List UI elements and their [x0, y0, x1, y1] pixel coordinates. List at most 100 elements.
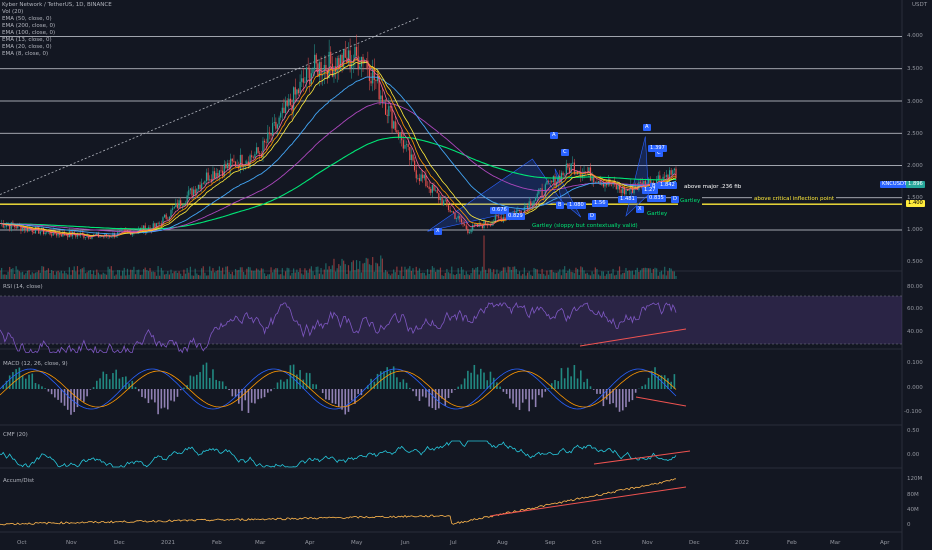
candle-body: [667, 174, 669, 182]
macd-histogram-bar: [567, 367, 569, 389]
candle-body: [213, 171, 216, 179]
candle-body: [675, 168, 677, 179]
candle-body: [672, 170, 674, 175]
candle-body: [630, 184, 632, 190]
candle-body: [267, 132, 269, 143]
volume-bar: [205, 275, 208, 279]
macd-histogram-bar: [615, 389, 618, 408]
volume-bar: [330, 269, 332, 279]
volume-bar: [147, 271, 150, 279]
volume-bar: [80, 269, 82, 279]
candle-body: [373, 68, 375, 80]
candle-body: [268, 132, 271, 135]
ad-label[interactable]: Accum/Dist: [3, 478, 35, 484]
candle-body: [312, 69, 314, 74]
candle-body: [330, 51, 332, 64]
volume-bar: [170, 269, 172, 279]
macd-histogram-bar: [557, 381, 560, 389]
volume-bar: [228, 272, 230, 279]
volume-bar: [133, 266, 135, 279]
volume-bar: [39, 272, 41, 279]
annotation-gartley-right: Gartley: [678, 197, 703, 205]
macd-histogram-bar: [166, 389, 169, 410]
volume-bar: [654, 267, 656, 279]
indicator-line-ema20[interactable]: EMA (20, close, 0): [2, 44, 52, 50]
macd-histogram-bar: [218, 381, 221, 389]
macd-histogram-bar: [292, 364, 295, 389]
indicator-line-ema13[interactable]: EMA (13, close, 0): [2, 37, 52, 43]
pattern-point-a2: A: [643, 124, 651, 131]
x-tick: Feb: [787, 540, 797, 546]
macd-histogram-bar: [434, 389, 437, 410]
macd-histogram-bar: [108, 379, 111, 389]
candle-body: [670, 170, 672, 175]
volume-bar: [517, 274, 519, 279]
candle-body: [523, 207, 525, 214]
volume-bar: [670, 268, 672, 279]
candle-body: [462, 222, 464, 225]
volume-bar: [552, 272, 554, 279]
volume-bar: [623, 272, 625, 279]
candle-body: [294, 87, 296, 95]
macd-label[interactable]: MACD (12, 26, close, 9): [3, 361, 68, 367]
indicator-line-ema50[interactable]: EMA (50, close, 0): [2, 16, 52, 22]
indicator-line-ema8[interactable]: EMA (8, close, 0): [2, 51, 49, 57]
volume-bar: [360, 272, 362, 279]
macd-histogram-bar: [157, 389, 159, 415]
volume-bar: [662, 274, 664, 279]
candle-body: [228, 163, 230, 169]
indicator-line-vol[interactable]: Vol (20): [2, 9, 24, 15]
candle-body: [557, 175, 559, 182]
indicator-line-ema200[interactable]: EMA (200, close, 0): [2, 23, 56, 29]
volume-bar: [134, 274, 137, 279]
macd-histogram-bar: [99, 378, 101, 389]
volume-bar: [554, 272, 556, 279]
macd-histogram-bar: [73, 389, 76, 413]
candle-body: [173, 207, 175, 209]
macd-histogram-bar: [650, 370, 653, 389]
macd-histogram-bar: [383, 371, 385, 389]
candle-body: [414, 160, 416, 171]
volume-bar: [96, 269, 98, 279]
volume-bar: [146, 270, 148, 279]
candle-body: [112, 233, 114, 237]
macd-histogram-bar: [521, 389, 524, 403]
volume-bar: [244, 274, 246, 279]
volume-bar: [591, 271, 593, 279]
macd-histogram-bar: [199, 372, 201, 389]
indicator-line-ema100[interactable]: EMA (100, close, 0): [2, 30, 56, 36]
volume-bar: [604, 275, 606, 279]
volume-bar: [186, 268, 188, 279]
macd-histogram-bar: [544, 389, 547, 392]
volume-bar: [123, 267, 125, 279]
cmf-divergence-line: [593, 450, 691, 465]
candle-body: [359, 66, 361, 70]
candle-body: [123, 229, 125, 231]
macd-histogram-bar: [321, 389, 324, 394]
candle-body: [402, 140, 404, 149]
volume-bar: [272, 272, 274, 279]
macd-histogram-bar: [428, 389, 430, 407]
macd-histogram-bar: [12, 372, 14, 389]
volume-bar: [528, 271, 530, 279]
macd-histogram-bar: [376, 373, 379, 389]
candle-body: [307, 67, 309, 70]
volume-bar: [436, 269, 438, 279]
volume-bar: [63, 271, 66, 279]
annotation-gartley-left: Gartley (sloppy but contextually valid): [530, 222, 640, 230]
volume-bar: [372, 257, 374, 279]
volume-bar: [34, 272, 37, 279]
candle-body: [305, 67, 308, 82]
volume-bar: [0, 270, 1, 279]
cmf-label[interactable]: CMF (20): [3, 432, 28, 438]
candle-body: [426, 186, 429, 187]
volume-bar: [70, 274, 72, 279]
accum-dist-line: [0, 478, 677, 526]
macd-histogram-bar: [402, 379, 405, 389]
rsi-label[interactable]: RSI (14, close): [3, 284, 43, 290]
macd-histogram-bar: [563, 378, 566, 389]
candle-body: [89, 238, 91, 240]
volume-bar: [438, 269, 440, 279]
